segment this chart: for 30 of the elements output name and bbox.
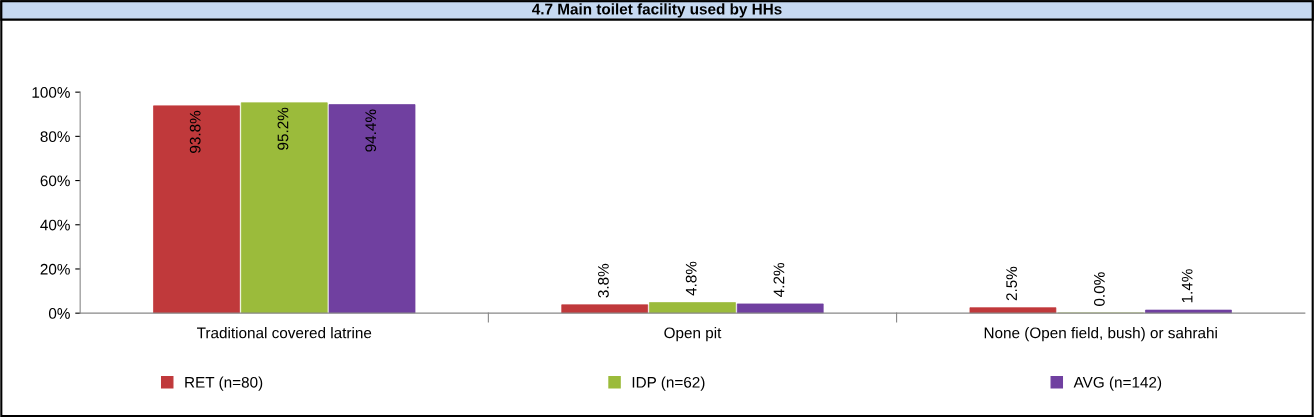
data-label: 2.5% <box>1006 266 1018 301</box>
legend-label: AVG (n=142) <box>1073 376 1162 391</box>
legend-label: RET (n=80) <box>185 376 263 391</box>
y-tick-label: 0% <box>48 308 70 319</box>
bar <box>1145 309 1232 314</box>
data-label: 4.2% <box>773 262 785 297</box>
x-tick-label: Open pit <box>664 327 722 342</box>
data-label: 95.2% <box>277 107 289 150</box>
data-label: 3.8% <box>597 263 609 298</box>
x-tick-label: Traditional covered latrine <box>197 327 372 339</box>
y-tick-label: 60% <box>40 175 70 187</box>
chart-title: 4.7 Main toilet facility used by HHs <box>532 3 782 18</box>
legend-label: IDP (n=62) <box>632 376 705 391</box>
x-tick-label: None (Open field, bush) or sahrahi <box>984 327 1217 342</box>
y-tick-label: 100% <box>32 87 70 98</box>
y-tick-label: 80% <box>40 131 70 143</box>
bar <box>649 302 736 314</box>
bar <box>153 105 240 314</box>
bar <box>328 104 416 314</box>
bar <box>736 303 824 314</box>
bar <box>969 307 1057 314</box>
bar <box>240 102 328 314</box>
data-label: 1.4% <box>1181 269 1193 303</box>
bar <box>561 304 649 314</box>
data-label: 93.8% <box>189 110 201 153</box>
data-label: 0.0% <box>1093 272 1105 306</box>
y-tick-label: 40% <box>40 219 70 231</box>
data-label: 4.8% <box>685 261 697 296</box>
data-label: 94.4% <box>365 109 377 152</box>
y-tick-label: 20% <box>40 263 70 275</box>
